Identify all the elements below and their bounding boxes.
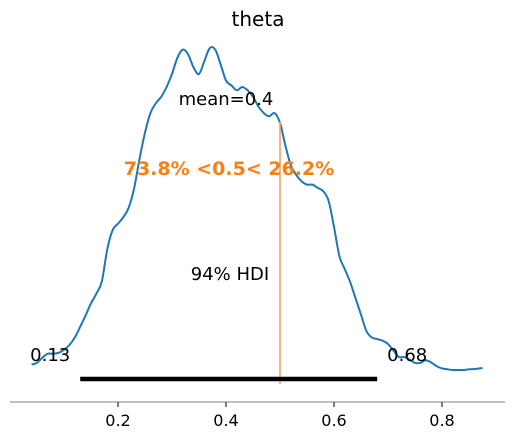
x-tick-label: 0.8 (429, 411, 454, 430)
hdi-low-label: 0.13 (30, 345, 70, 366)
hdi-high-label: 0.68 (387, 345, 427, 366)
x-axis-ticks: 0.2 0.4 0.6 0.8 (105, 402, 455, 430)
chart-title: theta (232, 7, 285, 31)
reference-value-label: 73.8% <0.5< 26.2% (124, 158, 335, 180)
point-estimate-label: mean=0.4 (179, 89, 274, 110)
hdi-probability-label: 94% HDI (191, 264, 269, 285)
x-tick-label: 0.6 (321, 411, 346, 430)
x-tick-label: 0.2 (105, 411, 130, 430)
x-tick-label: 0.4 (213, 411, 238, 430)
density-curve (31, 45, 483, 372)
